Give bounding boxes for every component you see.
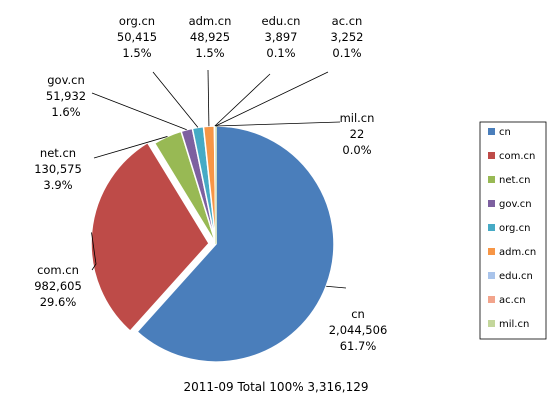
slice-labels: cn 2,044,506 61.7% com.cn 982,605 29.6% net.cn… (34, 14, 387, 353)
legend-label-mil-cn: mil.cn (499, 319, 529, 330)
legend-swatch-gov-cn (488, 200, 495, 207)
legend-label-com-cn: com.cn (499, 151, 535, 162)
slice-label-cn: cn 2,044,506 61.7% (329, 307, 388, 353)
legend-label-gov-cn: gov.cn (499, 199, 532, 210)
legend-label-ac-cn: ac.cn (499, 295, 526, 306)
slice-label-adm-cn: adm.cn 48,925 1.5% (189, 14, 232, 60)
leader-line-org-cn (152, 71, 199, 128)
legend-label-adm-cn: adm.cn (499, 247, 536, 258)
leader-line-cn (326, 285, 347, 289)
slice-label-edu-cn: edu.cn 3,897 0.1% (262, 14, 301, 60)
pie-slices (90, 125, 335, 363)
slice-label-gov-cn: gov.cn 51,932 1.6% (46, 73, 86, 119)
legend: cn com.cn net.cn gov.cn org.cn adm.cn edu.cn ac… (479, 121, 547, 340)
leader-line-adm-cn (207, 69, 210, 127)
legend-swatch-ac-cn (488, 296, 495, 303)
slice-label-net-cn: net.cn 130,575 3.9% (34, 146, 82, 192)
leader-line-ac-cn (215, 71, 329, 127)
slice-label-com-cn: com.cn 982,605 29.6% (34, 263, 82, 309)
legend-label-edu-cn: edu.cn (499, 271, 533, 282)
legend-label-org-cn: org.cn (499, 223, 530, 234)
legend-swatch-org-cn (488, 224, 495, 231)
legend-label-cn: cn (499, 127, 511, 138)
legend-swatch-cn (488, 128, 495, 135)
legend-swatch-edu-cn (488, 272, 495, 279)
leader-lines (91, 69, 347, 289)
leader-line-net-cn (93, 136, 168, 159)
leader-line-edu-cn (214, 73, 271, 127)
legend-swatch-adm-cn (488, 248, 495, 255)
slice-label-ac-cn: ac.cn 3,252 0.1% (331, 14, 364, 60)
legend-swatch-mil-cn (488, 320, 495, 327)
leader-line-mil-cn (215, 121, 341, 127)
legend-label-net-cn: net.cn (499, 175, 530, 186)
slice-label-org-cn: org.cn 50,415 1.5% (117, 14, 157, 60)
chart-title: 2011-09 Total 100% 3,316,129 (184, 380, 369, 394)
legend-swatch-net-cn (488, 176, 495, 183)
pie-slice-cn (136, 125, 335, 363)
leader-line-gov-cn (91, 92, 187, 131)
slice-label-mil-cn: mil.cn 22 0.0% (340, 111, 375, 157)
leader-line-com-cn (91, 232, 97, 271)
legend-swatch-com-cn (488, 152, 495, 159)
